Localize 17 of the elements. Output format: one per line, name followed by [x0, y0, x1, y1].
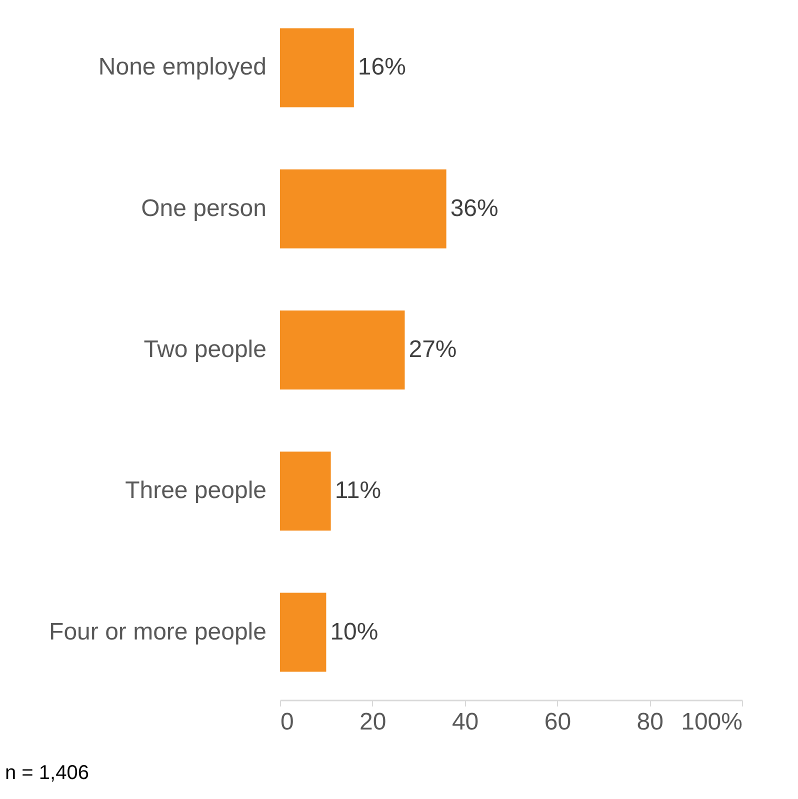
- data-label: 16%: [358, 54, 406, 81]
- y-tick-label: Three people: [125, 477, 266, 504]
- x-tick-label: 80: [636, 708, 664, 736]
- data-label: 11%: [334, 477, 382, 504]
- x-tick-label: 20: [360, 708, 386, 736]
- x-tick-label: 40: [452, 708, 479, 736]
- text: n = 1,406: [5, 762, 89, 784]
- data-label: 36%: [450, 194, 498, 222]
- y-tick-label: Two people: [144, 336, 266, 363]
- data-label: 10%: [330, 618, 378, 646]
- x-tick-label: 100%: [681, 708, 742, 736]
- x-tick-label: 60: [544, 708, 572, 736]
- y-tick-label: None employed: [98, 54, 266, 81]
- x-tick-label: 0: [280, 708, 294, 736]
- y-tick-label: Four or more people: [49, 618, 266, 646]
- y-tick-label: One person: [141, 194, 266, 222]
- data-label: 27%: [408, 336, 457, 363]
